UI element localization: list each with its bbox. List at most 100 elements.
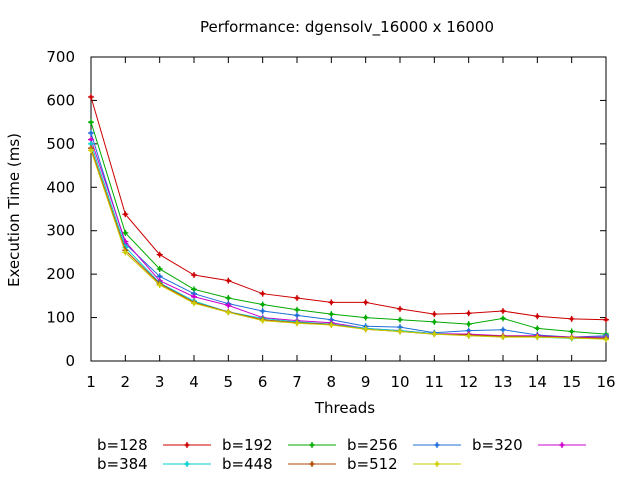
marker-dot: [501, 335, 505, 339]
x-tick-label: 4: [189, 373, 199, 391]
data-point: [603, 316, 609, 323]
data-point: [225, 309, 232, 316]
data-point: [568, 334, 575, 341]
legend-marker: [309, 442, 315, 448]
data-point: [294, 306, 300, 313]
y-tick-label: 100: [46, 309, 75, 327]
marker-dot: [123, 250, 127, 254]
marker-dot: [467, 329, 471, 333]
marker-dot: [398, 318, 402, 322]
data-point: [328, 321, 335, 328]
marker-dot: [604, 318, 608, 322]
data-point: [362, 299, 369, 306]
data-point: [500, 326, 506, 333]
data-point: [431, 331, 438, 338]
marker-dot: [364, 300, 368, 304]
data-point: [465, 332, 472, 339]
marker-dot: [295, 308, 299, 312]
marker-dot: [89, 120, 93, 124]
legend-marker: [184, 442, 190, 448]
data-point: [500, 308, 506, 315]
marker-dot: [192, 273, 196, 277]
y-tick-label: 700: [46, 48, 75, 66]
data-point: [259, 317, 266, 324]
x-tick-label: 14: [528, 373, 547, 391]
data-point: [88, 130, 94, 136]
data-point: [156, 251, 163, 258]
marker-dot: [89, 95, 93, 99]
series-lines: [88, 93, 609, 343]
marker-dot: [501, 316, 505, 320]
data-point: [603, 336, 609, 343]
legend-item: b=320: [472, 436, 586, 454]
legend-marker: [184, 461, 190, 467]
marker-dot: [295, 296, 299, 300]
data-point: [500, 315, 506, 322]
marker-dot: [398, 307, 402, 311]
marker-dot: [329, 323, 333, 327]
data-point: [568, 315, 575, 322]
legend-item: b=256: [347, 436, 461, 454]
marker-dot: [432, 320, 436, 324]
y-tick-label: 0: [65, 352, 75, 370]
legend-item: b=192: [222, 436, 336, 454]
marker-dot: [364, 316, 368, 320]
x-tick-label: 2: [121, 373, 131, 391]
marker-dot: [158, 253, 162, 257]
marker-dot: [295, 313, 299, 317]
marker-dot: [570, 336, 574, 340]
data-point: [88, 93, 94, 100]
marker-dot: [435, 462, 439, 466]
marker-dot: [310, 462, 314, 466]
x-tick-label: 11: [425, 373, 444, 391]
marker-dot: [467, 334, 471, 338]
series-b=448: [88, 145, 609, 342]
marker-dot: [329, 300, 333, 304]
marker-dot: [261, 292, 265, 296]
data-point: [294, 295, 300, 302]
legend-label: b=320: [472, 436, 523, 454]
data-point: [122, 249, 129, 256]
marker-dot: [560, 443, 564, 447]
data-point: [225, 277, 232, 284]
data-point: [397, 305, 403, 312]
marker-dot: [158, 283, 162, 287]
marker-dot: [192, 295, 196, 299]
legend-label: b=384: [97, 455, 148, 473]
marker-dot: [364, 327, 368, 331]
marker-dot: [570, 329, 574, 333]
data-point: [191, 272, 197, 279]
data-point: [397, 328, 403, 335]
data-point: [568, 328, 575, 335]
y-tick-label: 400: [46, 178, 75, 196]
series-line: [90, 96, 607, 321]
marker-dot: [192, 287, 196, 291]
marker-dot: [192, 301, 196, 305]
marker-dot: [226, 303, 230, 307]
series-line: [90, 143, 607, 339]
x-tick-label: 13: [493, 373, 512, 391]
marker-dot: [261, 309, 265, 313]
data-point: [362, 326, 369, 333]
marker-dot: [604, 337, 608, 341]
marker-dot: [123, 231, 127, 235]
legend-label: b=512: [347, 455, 398, 473]
x-tick-label: 7: [292, 373, 302, 391]
x-tick-label: 6: [258, 373, 268, 391]
marker-dot: [295, 321, 299, 325]
marker-dot: [329, 312, 333, 316]
y-tick-label: 500: [46, 135, 75, 153]
data-point: [534, 313, 541, 320]
data-point: [465, 310, 472, 317]
x-tick-label: 12: [459, 373, 478, 391]
marker-dot: [185, 443, 189, 447]
data-point: [328, 311, 335, 318]
y-tick-label: 200: [46, 265, 75, 283]
marker-dot: [398, 329, 402, 333]
series-b=384: [88, 140, 609, 342]
legend-marker: [309, 461, 315, 467]
marker-dot: [501, 328, 505, 332]
marker-dot: [89, 142, 93, 146]
series-line: [90, 148, 607, 339]
chart-title: Performance: dgensolv_16000 x 16000: [200, 18, 494, 37]
